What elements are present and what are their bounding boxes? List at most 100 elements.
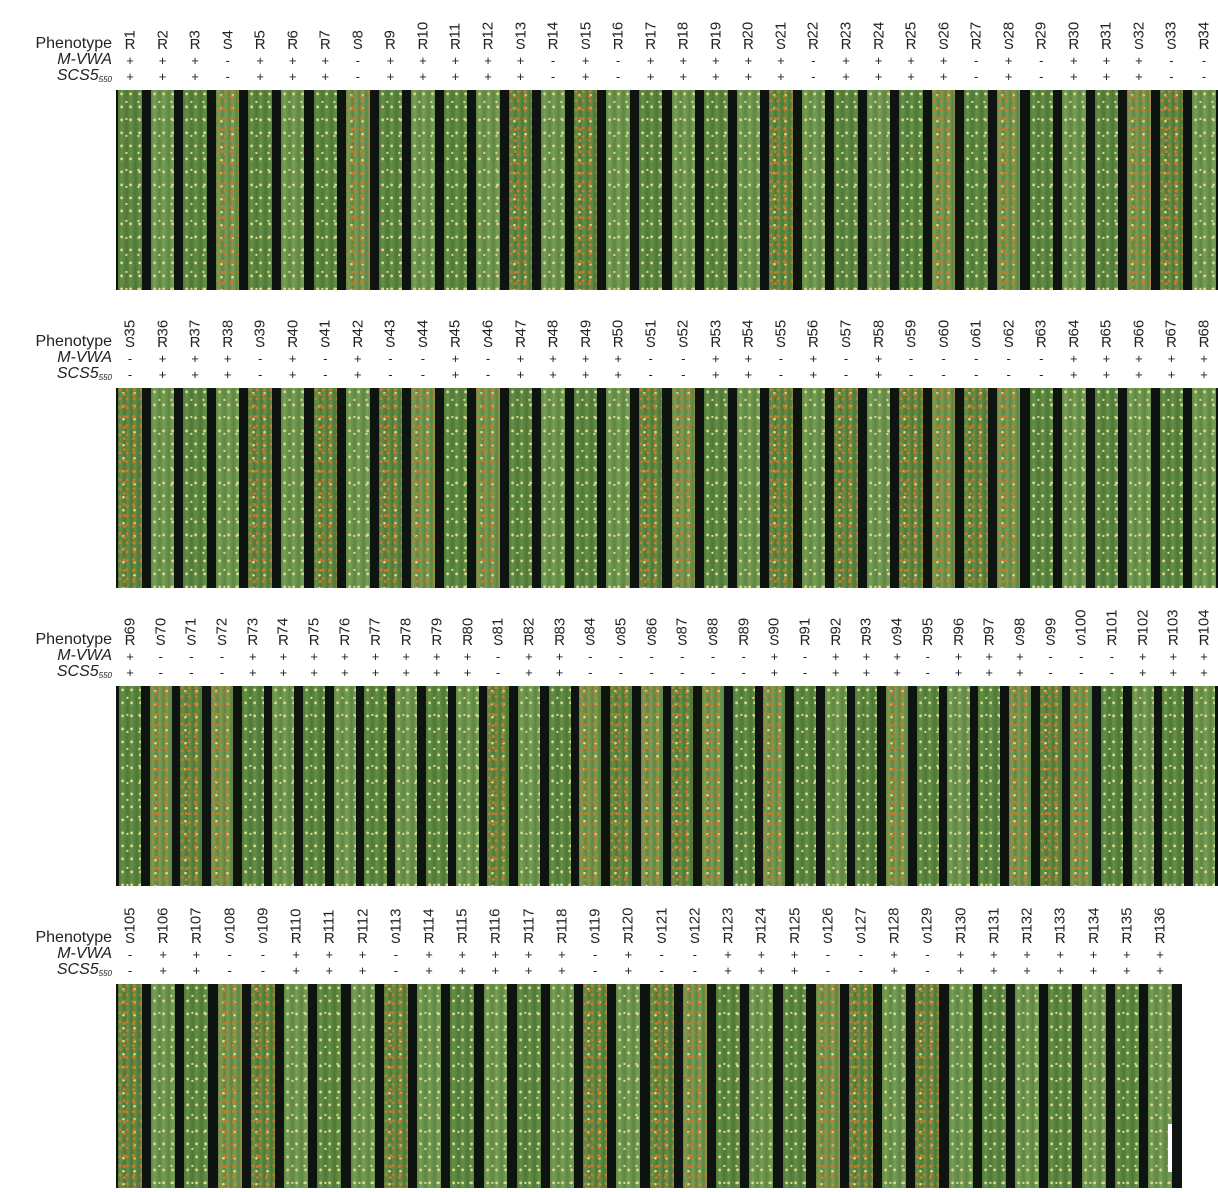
resistant-leaf: [704, 90, 728, 290]
line-number: 3: [186, 30, 204, 39]
phenotype-cell: R: [1021, 930, 1033, 947]
line-number: 104: [1195, 609, 1213, 635]
line-number: 48: [544, 319, 562, 337]
scs5-cell: +: [516, 69, 525, 84]
m-vwa-cell: +: [419, 53, 427, 68]
phenotype-cell: R: [515, 334, 526, 351]
m-vwa-cell: -: [355, 53, 360, 68]
phenotype-cell: S: [769, 632, 780, 649]
line-number: 80: [459, 617, 477, 635]
phenotype-cell: S: [892, 632, 903, 649]
phenotype-cell: R: [970, 36, 982, 53]
scs5-cell: +: [954, 665, 963, 680]
scs5-cell: +: [581, 367, 590, 382]
phenotype-cell: R: [622, 930, 634, 947]
scs5-cell: +: [402, 665, 410, 680]
scs5-subscript: 550: [98, 969, 112, 978]
resistant-leaf: [1192, 388, 1216, 588]
m-vwa-cell: +: [939, 53, 948, 68]
m-vwa-cell: +: [744, 351, 753, 366]
line-number: 43: [381, 319, 399, 337]
phenotype-cell: S: [515, 36, 526, 53]
m-vwa-cell: +: [354, 351, 362, 366]
m-vwa-cell: +: [191, 53, 199, 68]
m-vwa-cell: +: [458, 947, 467, 962]
scs5-cell: -: [258, 367, 263, 382]
phenotype-cell: R: [1035, 36, 1047, 53]
line-number: 87: [673, 617, 691, 635]
line-number: 111: [320, 909, 338, 933]
m-vwa-cell: -: [692, 947, 697, 962]
phenotype-cell: R: [124, 632, 136, 649]
m-vwa-cell: -: [778, 351, 784, 366]
resistant-leaf: [118, 90, 142, 290]
m-vwa-cell: +: [712, 53, 720, 68]
m-vwa-row-label: M-VWA: [0, 946, 112, 962]
line-number: 46: [479, 319, 497, 337]
line-number: 74: [274, 617, 292, 635]
phenotype-cell: S: [124, 930, 135, 947]
scs5-cell: +: [1200, 665, 1208, 680]
scs5-cell: -: [323, 367, 328, 382]
line-number: 131: [985, 907, 1003, 933]
m-vwa-cell: -: [1079, 649, 1084, 664]
susceptible-leaf: [215, 90, 240, 290]
scs5-cell: -: [858, 963, 864, 978]
m-vwa-cell: +: [954, 649, 963, 664]
scale-bar: [1168, 1124, 1172, 1172]
resistant-leaf: [1114, 984, 1139, 1188]
line-number: 125: [786, 907, 804, 933]
phenotype-cell: R: [157, 36, 168, 53]
m-vwa-cell: +: [1102, 351, 1111, 366]
phenotype-cell: R: [1068, 36, 1080, 53]
susceptible-leaf: [886, 686, 909, 886]
m-vwa-cell: +: [325, 947, 334, 962]
scs5-cell: +: [770, 665, 779, 680]
line-number: 84: [581, 617, 599, 635]
resistant-leaf: [184, 984, 209, 1188]
scs5-cell: +: [1070, 367, 1078, 382]
scs5-cell: +: [757, 963, 766, 978]
phenotype-cell: R: [645, 36, 657, 53]
m-vwa-cell: -: [925, 649, 930, 664]
phenotype-cell: S: [320, 334, 331, 351]
phenotype-cell: S: [390, 930, 401, 947]
line-number: 123: [719, 907, 737, 933]
scs5-cell: +: [1156, 963, 1164, 978]
m-vwa-cell: +: [310, 649, 318, 664]
resistant-leaf: [425, 686, 448, 886]
m-vwa-cell: -: [592, 947, 598, 962]
scs5-cell: +: [491, 963, 500, 978]
resistant-leaf: [281, 388, 305, 588]
scs5-cell: -: [127, 367, 133, 382]
phenotype-cell: S: [775, 36, 786, 53]
m-vwa-cell: -: [680, 649, 685, 664]
scs5-cell: +: [744, 69, 753, 84]
scs5-cell: +: [558, 963, 566, 978]
resistant-leaf: [417, 984, 441, 1188]
m-vwa-cell: -: [550, 53, 556, 68]
scs5-cell: +: [893, 665, 901, 680]
scs5-cell: -: [592, 963, 598, 978]
line-number: 109: [254, 907, 272, 933]
susceptible-leaf: [573, 90, 598, 290]
scs5-cell: +: [433, 665, 441, 680]
m-vwa-cell: +: [159, 947, 168, 962]
line-number: 16: [609, 21, 627, 39]
scs5-cell: -: [802, 665, 808, 680]
susceptible-leaf: [118, 984, 142, 1188]
phenotype-cell: R: [840, 36, 852, 53]
m-vwa-cell: +: [1135, 53, 1143, 68]
line-number: 94: [888, 617, 906, 635]
resistant-leaf: [794, 686, 817, 886]
scs5-label-text: SCS5: [56, 67, 99, 84]
susceptible-leaf: [583, 984, 608, 1188]
resistant-leaf: [411, 90, 435, 290]
scs5-cell: +: [419, 69, 427, 84]
susceptible-leaf: [1127, 90, 1151, 290]
phenotype-cell: S: [1045, 632, 1056, 649]
phenotype-cell: S: [255, 334, 266, 351]
resistant-leaf: [456, 686, 479, 886]
resistant-leaf: [443, 90, 468, 290]
scs5-cell: +: [292, 963, 300, 978]
